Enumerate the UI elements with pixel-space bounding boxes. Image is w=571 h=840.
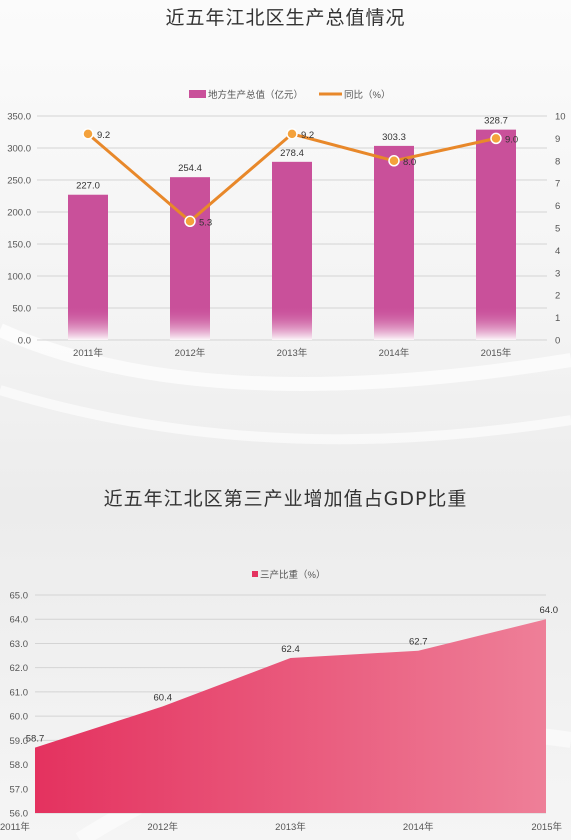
left-tick-label: 250.0 (7, 176, 31, 187)
bar-fade (476, 306, 516, 340)
y-tick-label: 65.0 (10, 591, 29, 602)
area-series (35, 619, 546, 813)
left-tick-label: 350.0 (7, 112, 31, 123)
right-tick-label: 6 (555, 201, 560, 212)
y-tick-label: 63.0 (10, 639, 29, 650)
left-tick-label: 150.0 (7, 240, 31, 251)
x-axis-ticks: 2011年 2012年 2013年 2014年 2015年 (73, 347, 512, 359)
bar-fade (272, 306, 312, 340)
left-tick-label: 300.0 (7, 144, 31, 155)
y-axis-ticks: 56.0 57.0 58.0 59.0 60.0 61.0 62.0 63.0 64.0 65.0 (10, 591, 29, 820)
right-tick-label: 1 (555, 313, 560, 324)
bar-value-label: 254.4 (178, 163, 202, 174)
x-tick-label: 2015年 (481, 347, 512, 359)
bar-fade (374, 306, 414, 340)
y-tick-label: 60.0 (10, 712, 29, 723)
right-tick-label: 0 (555, 336, 560, 347)
line-marker (490, 132, 502, 145)
y-tick-label: 58.0 (10, 760, 29, 771)
right-tick-label: 10 (555, 112, 566, 123)
bar-series: 227.0 254.4 278.4 303.3 328.7 (68, 116, 516, 340)
line-marker (184, 215, 196, 228)
bar-value-label: 278.4 (280, 148, 304, 159)
x-tick-label: 2014年 (379, 347, 410, 359)
chart-title-gdp: 近五年江北区生产总值情况 (165, 7, 406, 29)
x-tick-label: 2012年 (175, 347, 206, 359)
right-tick-label: 4 (555, 246, 560, 257)
legend-label-bar: 地方生产总值（亿元） (208, 89, 303, 101)
area-value-label: 60.4 (154, 692, 173, 703)
right-tick-label: 5 (555, 224, 560, 235)
legend-swatch-bar (189, 90, 206, 98)
left-tick-label: 50.0 (13, 304, 32, 315)
line-value-label: 9.0 (505, 134, 518, 145)
right-tick-label: 9 (555, 134, 560, 145)
bar-fade (68, 306, 108, 340)
legend-label-area: 三产比重（%） (260, 569, 325, 581)
x-tick-label: 2011年 (0, 821, 30, 833)
line-marker (82, 128, 94, 140)
x-tick-label: 2013年 (277, 347, 308, 359)
x-tick-label: 2013年 (275, 821, 306, 833)
chart-legend: 地方生产总值（亿元） 同比（%） (189, 89, 390, 101)
x-tick-label: 2014年 (403, 821, 434, 833)
left-axis-ticks: 0.0 50.0 100.0 150.0 200.0 250.0 300.0 350.0 (7, 112, 31, 347)
area-value-label: 62.7 (409, 637, 428, 648)
x-tick-label: 2012年 (147, 821, 178, 833)
left-tick-label: 0.0 (18, 336, 31, 347)
line-value-label: 8.0 (403, 157, 416, 168)
area-value-label: 58.7 (26, 734, 45, 745)
x-tick-label: 2011年 (73, 347, 103, 359)
y-tick-label: 61.0 (10, 687, 29, 698)
chart-title-tertiary: 近五年江北区第三产业增加值占GDP比重 (103, 488, 468, 510)
legend-label-line: 同比（%） (344, 89, 390, 101)
bar-value-label: 227.0 (76, 181, 100, 192)
data-labels: 58.7 60.4 62.4 62.7 64.0 (26, 605, 558, 744)
right-tick-label: 2 (555, 291, 560, 302)
x-tick-label: 2015年 (531, 821, 562, 833)
y-tick-label: 62.0 (10, 663, 29, 674)
line-value-label: 5.3 (199, 217, 212, 228)
right-tick-label: 3 (555, 268, 560, 279)
line-marker (388, 155, 400, 167)
bar-value-label: 328.7 (484, 116, 508, 127)
tertiary-area-chart: 三产比重（%） 58.7 60.4 62.4 62.7 64.0 56.0 57.0 58.… (0, 569, 562, 833)
left-tick-label: 100.0 (7, 272, 31, 283)
right-axis-ticks: 0 1 2 3 4 5 6 7 8 9 10 (555, 112, 566, 347)
bar-value-label: 303.3 (382, 132, 406, 143)
line-value-label: 9.2 (97, 130, 110, 141)
left-tick-label: 200.0 (7, 208, 31, 219)
bar (476, 129, 516, 340)
x-axis-ticks: 2011年 2012年 2013年 2014年 2015年 (0, 821, 562, 833)
y-tick-label: 59.0 (10, 736, 29, 747)
line-marker (286, 128, 298, 140)
y-tick-label: 64.0 (10, 615, 29, 626)
right-tick-label: 7 (555, 179, 560, 190)
area-value-label: 64.0 (540, 605, 559, 616)
legend-swatch-area (252, 571, 258, 577)
gdp-combo-chart: 地方生产总值（亿元） 同比（%） 227.0254.4278.4303.3328… (7, 89, 566, 359)
y-tick-label: 56.0 (10, 809, 29, 820)
bar-fade (170, 306, 210, 340)
chart-legend: 三产比重（%） (252, 569, 325, 581)
line-value-label: 9.2 (301, 130, 314, 141)
line-series: 9.2 5.3 9.2 8.0 9.0 (82, 128, 518, 228)
area-value-label: 62.4 (281, 644, 300, 655)
right-tick-label: 8 (555, 156, 560, 167)
y-tick-label: 57.0 (10, 784, 29, 795)
area-fill (35, 619, 546, 813)
